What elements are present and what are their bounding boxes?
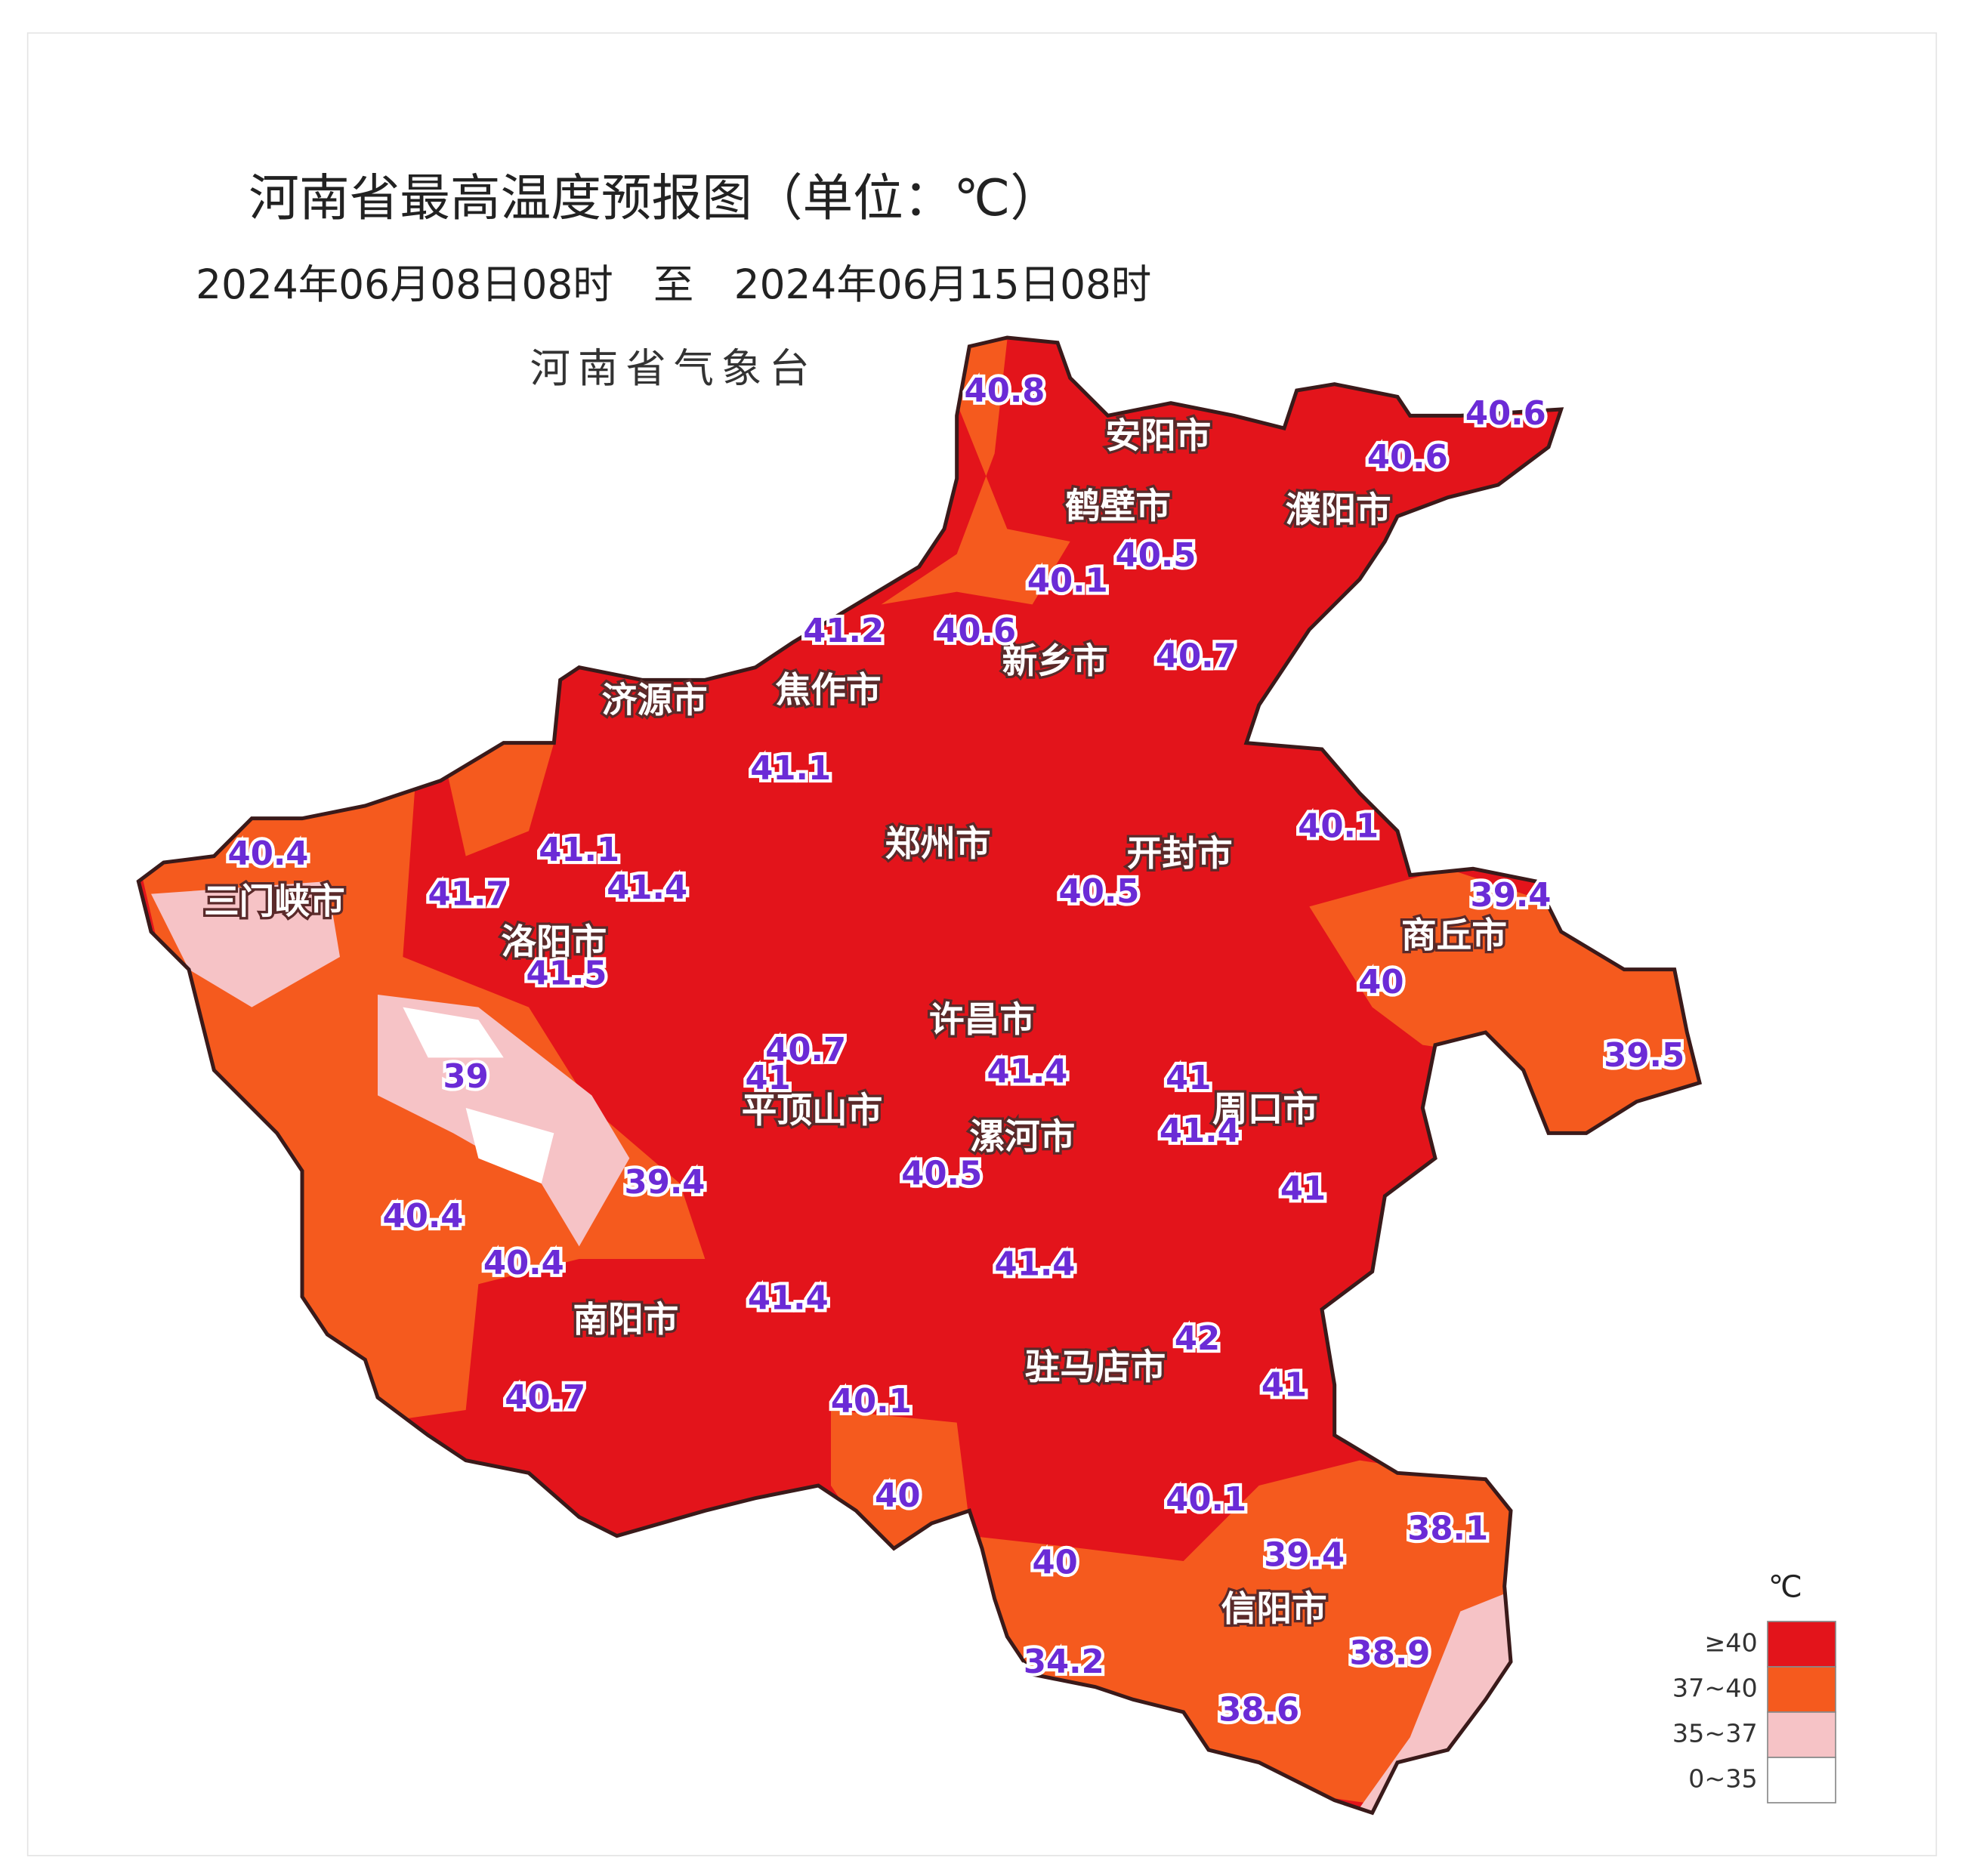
zone-warm — [881, 340, 1070, 605]
temperature-label: 40.7 — [505, 1379, 585, 1417]
temperature-label: 40.4 — [383, 1198, 464, 1236]
legend-unit: ℃ — [1768, 1570, 1802, 1605]
temperature-label: 40.5 — [1116, 537, 1197, 575]
temperature-label: 41.4 — [995, 1246, 1076, 1284]
temperature-label: 41.4 — [748, 1280, 829, 1318]
temperature-label: 38.1 — [1407, 1510, 1488, 1548]
temperature-label: 41 — [1261, 1367, 1307, 1405]
temperature-label: 40.4 — [228, 835, 309, 873]
temperature-label: 41.1 — [539, 832, 619, 869]
temperature-label: 41.4 — [607, 869, 687, 907]
temperature-label: 41 — [1166, 1060, 1211, 1097]
city-label: 开封市 — [1127, 834, 1233, 875]
legend-swatch — [1767, 1666, 1836, 1713]
temperature-label: 38.6 — [1218, 1692, 1299, 1729]
temperature-label: 39 — [443, 1058, 489, 1096]
frame — [26, 32, 1938, 1856]
city-label: 郑州市 — [885, 824, 991, 865]
issuer: 河南省气象台 — [530, 344, 817, 392]
city-label: 许昌市 — [929, 1000, 1035, 1041]
city-label: 周口市 — [1212, 1090, 1318, 1131]
city-label: 鹤壁市 — [1065, 486, 1171, 527]
city-label: 濮阳市 — [1286, 490, 1391, 531]
temperature-label: 40.1 — [831, 1383, 912, 1421]
city-label: 新乡市 — [1002, 641, 1108, 682]
zone-warm — [440, 742, 554, 856]
temperature-label: 40 — [1358, 964, 1404, 1001]
temperature-label: 40.8 — [965, 372, 1045, 410]
temperature-label: 40.5 — [1059, 873, 1140, 911]
temperature-label: 41.4 — [1160, 1112, 1240, 1150]
temperature-label: 40.6 — [935, 612, 1016, 650]
temperature-label: 39.4 — [1264, 1537, 1345, 1575]
temperature-label: 39.4 — [625, 1164, 706, 1202]
legend-swatch — [1767, 1711, 1836, 1758]
zone-cool — [465, 1108, 554, 1183]
legend-swatch — [1767, 1621, 1836, 1668]
temperature-label: 41 — [1280, 1171, 1326, 1208]
temperature-label: 40.4 — [483, 1245, 564, 1282]
city-label: 三门峡市 — [204, 882, 345, 923]
city-label: 漯河市 — [969, 1117, 1075, 1158]
temperature-label: 38.9 — [1350, 1635, 1431, 1673]
city-label: 驻马店市 — [1025, 1347, 1166, 1388]
city-label: 洛阳市 — [501, 922, 607, 963]
city-label: 焦作市 — [776, 671, 882, 711]
city-label: 信阳市 — [1221, 1589, 1327, 1630]
title: 河南省最高温度预报图（单位：℃） — [249, 168, 1061, 227]
temperature-label: 40.1 — [1166, 1481, 1246, 1519]
city-label: 商丘市 — [1401, 916, 1507, 957]
temperature-label: 40.1 — [1298, 808, 1379, 846]
temperature-label: 40.5 — [901, 1156, 982, 1193]
zone-mild — [151, 881, 340, 1007]
legend-label: 35~37 — [1672, 1719, 1758, 1748]
temperature-label: 40.6 — [1465, 395, 1546, 433]
subtitle: 2024年06月08日08时 至 2024年06月15日08时 — [196, 261, 1151, 308]
temperature-label: 41.4 — [987, 1054, 1068, 1091]
temperature-label: 41.1 — [750, 750, 831, 788]
temperature-label: 41.5 — [527, 955, 607, 993]
city-label: 安阳市 — [1105, 416, 1211, 457]
city-label: 平顶山市 — [742, 1091, 883, 1131]
zone-warm — [969, 1460, 1524, 1813]
temperature-label: 41 — [746, 1060, 791, 1097]
temperature-label: 39.5 — [1604, 1037, 1685, 1075]
temperature-label: 40.1 — [1027, 563, 1108, 600]
legend-label: ≥40 — [1704, 1628, 1757, 1658]
legend-label: 37~40 — [1672, 1674, 1758, 1703]
city-label: 济源市 — [602, 680, 708, 721]
temperature-label: 34.2 — [1024, 1643, 1104, 1681]
temperature-label: 39.4 — [1471, 877, 1552, 915]
temperature-label: 42 — [1175, 1320, 1220, 1358]
temperature-label: 41.2 — [803, 612, 884, 650]
temperature-label: 40.6 — [1367, 439, 1448, 477]
temperature-label: 40.7 — [1156, 638, 1237, 676]
legend-label: 0~35 — [1688, 1764, 1758, 1794]
temperature-label: 40.7 — [765, 1032, 846, 1069]
legend-swatch — [1767, 1757, 1836, 1803]
city-label: 南阳市 — [573, 1300, 678, 1341]
legend: ℃ ≥40 37~40 35~37 0~35 — [1672, 1570, 1836, 1803]
temperature-label: 41.7 — [428, 876, 509, 914]
temperature-label: 40 — [875, 1477, 920, 1515]
temperature-label: 40 — [1033, 1544, 1078, 1582]
